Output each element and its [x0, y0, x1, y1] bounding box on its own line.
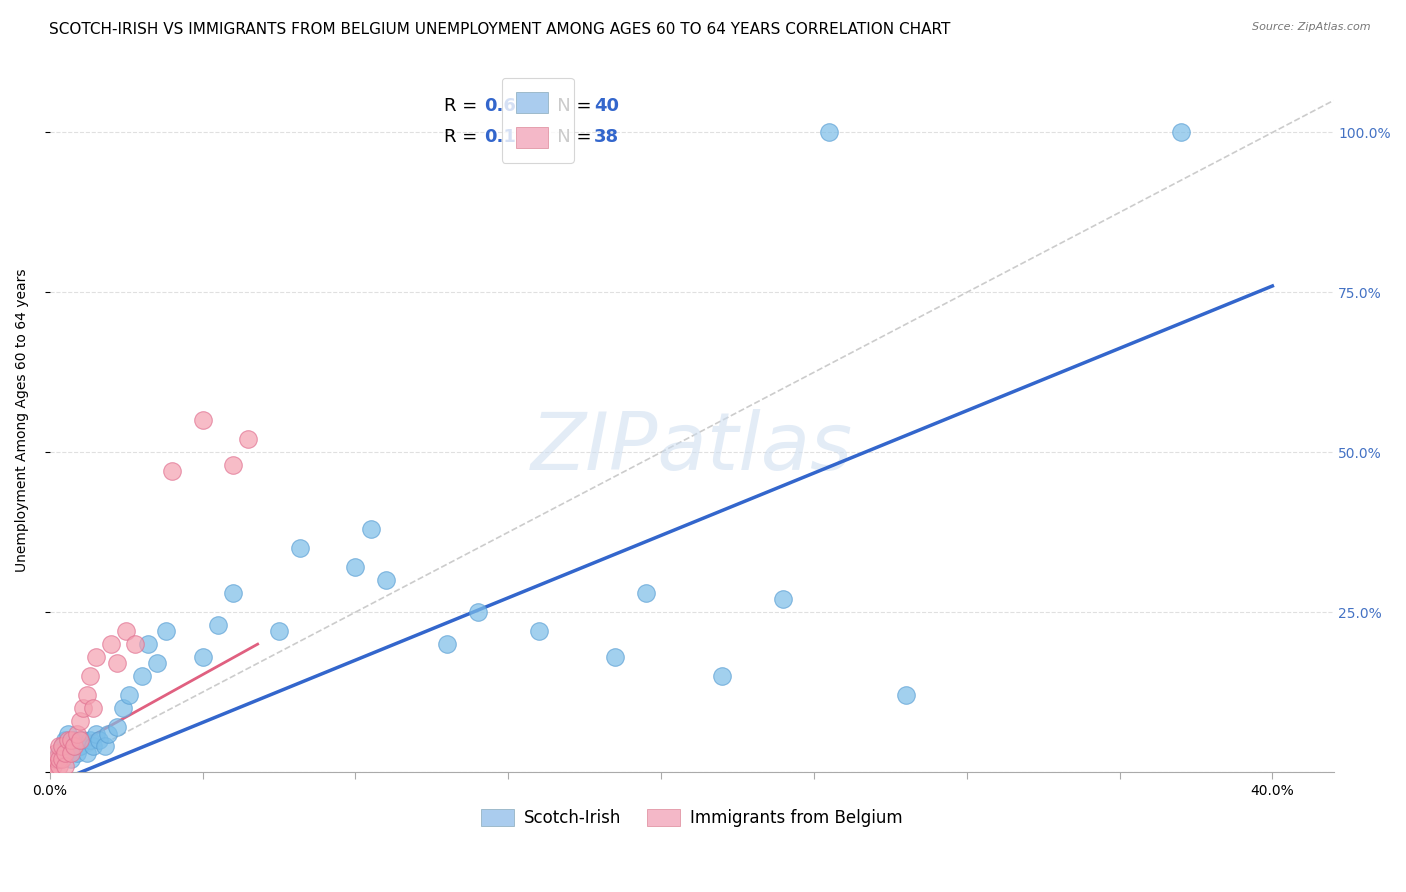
Point: [84, 649, 107, 664]
Point: [436, 637, 458, 651]
Point: [94, 739, 117, 754]
Point: [69, 714, 91, 728]
Text: 0.187: 0.187: [484, 128, 541, 145]
Point: [467, 605, 489, 619]
Point: [375, 573, 398, 587]
Text: ZIPatlas: ZIPatlas: [530, 409, 852, 487]
Point: [51, 752, 73, 766]
Point: [45, 746, 67, 760]
Point: [48, 746, 70, 760]
Point: [79, 733, 101, 747]
Point: [56, 733, 79, 747]
Text: 40: 40: [595, 96, 619, 115]
Text: N =: N =: [540, 96, 598, 115]
Point: [100, 637, 122, 651]
Point: [772, 592, 794, 607]
Point: [124, 637, 146, 651]
Text: R =: R =: [444, 96, 482, 115]
Point: [191, 649, 214, 664]
Point: [45, 752, 67, 766]
Point: [38, 758, 60, 772]
Point: [79, 669, 101, 683]
Point: [112, 701, 135, 715]
Point: [1170, 126, 1192, 140]
Point: [146, 657, 169, 671]
Text: R =: R =: [444, 128, 482, 145]
Point: [66, 746, 89, 760]
Point: [63, 739, 86, 754]
Point: [238, 433, 260, 447]
Point: [56, 727, 79, 741]
Point: [51, 739, 73, 754]
Text: N =: N =: [540, 128, 598, 145]
Point: [360, 522, 382, 536]
Point: [344, 560, 367, 574]
Point: [84, 727, 107, 741]
Point: [48, 739, 70, 754]
Point: [136, 637, 159, 651]
Point: [131, 669, 153, 683]
Point: [634, 586, 657, 600]
Point: [191, 413, 214, 427]
Point: [267, 624, 290, 639]
Point: [894, 688, 917, 702]
Point: [42, 758, 65, 772]
Point: [105, 720, 128, 734]
Point: [82, 701, 104, 715]
Point: [63, 733, 86, 747]
Legend: Scotch-Irish, Immigrants from Belgium: Scotch-Irish, Immigrants from Belgium: [474, 803, 910, 834]
Y-axis label: Unemployment Among Ages 60 to 64 years: Unemployment Among Ages 60 to 64 years: [15, 268, 30, 572]
Point: [97, 727, 120, 741]
Point: [72, 701, 94, 715]
Point: [60, 752, 83, 766]
Point: [160, 465, 183, 479]
Point: [60, 739, 83, 754]
Text: Source: ZipAtlas.com: Source: ZipAtlas.com: [1253, 22, 1371, 32]
Point: [48, 752, 70, 766]
Point: [222, 458, 245, 472]
Point: [605, 649, 627, 664]
Point: [207, 618, 229, 632]
Point: [76, 746, 98, 760]
Point: [711, 669, 734, 683]
Point: [66, 727, 89, 741]
Point: [69, 739, 91, 754]
Point: [53, 758, 76, 772]
Text: 0.679: 0.679: [484, 96, 540, 115]
Point: [60, 746, 83, 760]
Point: [527, 624, 550, 639]
Point: [69, 733, 91, 747]
Point: [53, 746, 76, 760]
Point: [45, 752, 67, 766]
Text: 38: 38: [595, 128, 619, 145]
Point: [72, 733, 94, 747]
Point: [118, 688, 141, 702]
Point: [222, 586, 245, 600]
Point: [56, 746, 79, 760]
Point: [818, 126, 841, 140]
Point: [87, 733, 110, 747]
Point: [155, 624, 177, 639]
Text: SCOTCH-IRISH VS IMMIGRANTS FROM BELGIUM UNEMPLOYMENT AMONG AGES 60 TO 64 YEARS C: SCOTCH-IRISH VS IMMIGRANTS FROM BELGIUM …: [49, 22, 950, 37]
Point: [48, 758, 70, 772]
Point: [53, 733, 76, 747]
Point: [82, 739, 104, 754]
Point: [115, 624, 138, 639]
Point: [290, 541, 312, 556]
Point: [60, 733, 83, 747]
Point: [105, 657, 128, 671]
Point: [76, 688, 98, 702]
Point: [51, 739, 73, 754]
